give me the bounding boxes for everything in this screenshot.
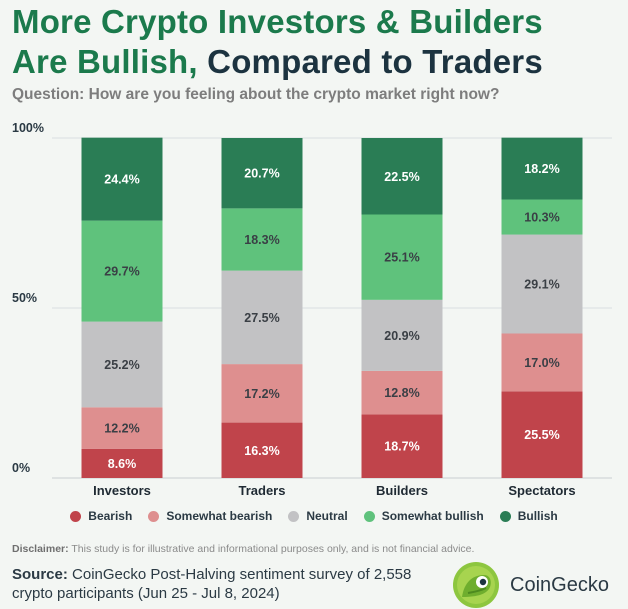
data-label: 20.7% [244,167,279,181]
legend-label: Bearish [88,509,133,523]
x-tick-label: Traders [239,483,286,498]
disclaimer-text: This study is for illustrative and infor… [68,543,475,555]
data-label: 16.3% [244,444,279,458]
legend-swatch [288,510,300,522]
bar-segment [361,414,443,478]
legend-item: Bullish [499,509,558,523]
disclaimer: Disclaimer: This study is for illustrati… [12,543,474,555]
data-label: 20.9% [384,329,419,343]
legend-swatch [70,510,82,522]
bar-segment [221,270,303,365]
gecko-logo-icon [453,562,499,608]
bar-segment [361,214,443,300]
data-label: 12.2% [104,422,139,436]
y-tick-label: 0% [12,461,30,475]
legend-label: Neutral [306,509,348,523]
bar-segment [81,321,163,408]
bar-segment [221,208,303,271]
data-label: 12.8% [384,386,419,400]
legend-label: Somewhat bearish [166,509,273,523]
bar-segment [221,138,303,209]
survey-question: Question: How are you feeling about the … [12,86,500,103]
source-note: Source: CoinGecko Post-Halving sentiment… [12,565,432,603]
data-label: 8.6% [108,457,137,471]
legend-swatch [148,510,160,522]
data-label: 24.4% [104,173,139,187]
x-tick-label: Builders [376,483,428,498]
data-label: 25.5% [524,428,559,442]
y-tick-label: 100% [12,121,44,135]
bar-segment [81,137,163,221]
legend-label: Bullish [517,509,558,523]
bar-segment [81,407,163,449]
data-label: 18.7% [384,440,419,454]
data-label: 29.1% [524,278,559,292]
title-line-1: More Crypto Investors & Builders [12,3,543,40]
x-tick-label: Spectators [508,483,575,498]
title-line-2: Are Bullish, Compared to Traders [12,42,622,82]
chart-title: More Crypto Investors & Builders Are Bul… [12,2,622,82]
title-line-2-green: Are Bullish, [12,43,198,80]
bar-segment [501,137,583,200]
data-label: 25.2% [104,358,139,372]
bar-segment [361,299,443,371]
data-label: 18.2% [524,162,559,176]
bar-segment [81,220,163,322]
chart-legend: Bearish Somewhat bearish Neutral Somewhat b… [0,509,628,523]
legend-swatch [499,510,511,522]
data-label: 27.5% [244,311,279,325]
y-tick-label: 50% [12,291,37,305]
legend-label: Somewhat bullish [381,509,484,523]
bar-segment [361,370,443,415]
data-label: 22.5% [384,170,419,184]
disclaimer-label: Disclaimer: [12,543,69,555]
bar-segment [221,364,303,423]
brand-name: CoinGecko [510,573,609,596]
legend-item: Somewhat bullish [363,509,484,523]
bar-segment [501,333,583,392]
bar-segment [501,391,583,478]
brand: CoinGecko [452,561,609,609]
bar-segment [501,199,583,235]
legend-item: Bearish [70,509,132,523]
bar-segment [501,234,583,334]
data-label: 25.1% [384,251,419,265]
data-label: 17.2% [244,387,279,401]
legend-item: Somewhat bearish [148,509,272,523]
legend-swatch [363,510,375,522]
legend-item: Neutral [288,509,348,523]
data-label: 18.3% [244,233,279,247]
bar-segment [221,422,303,478]
source-label: Source: [12,566,68,583]
bar-segment [361,138,443,215]
title-line-2-dark: Compared to Traders [207,43,543,80]
data-label: 29.7% [104,265,139,279]
x-tick-label: Investors [93,483,151,498]
data-label: 10.3% [524,211,559,225]
data-label: 17.0% [524,356,559,370]
bar-segment [81,448,163,478]
source-text: CoinGecko Post-Halving sentiment survey … [12,566,412,602]
stacked-bar-chart: 0% 50% 100% 8.6% 12.2% 25.2% 29.7% 24.4% Investo… [12,121,612,498]
